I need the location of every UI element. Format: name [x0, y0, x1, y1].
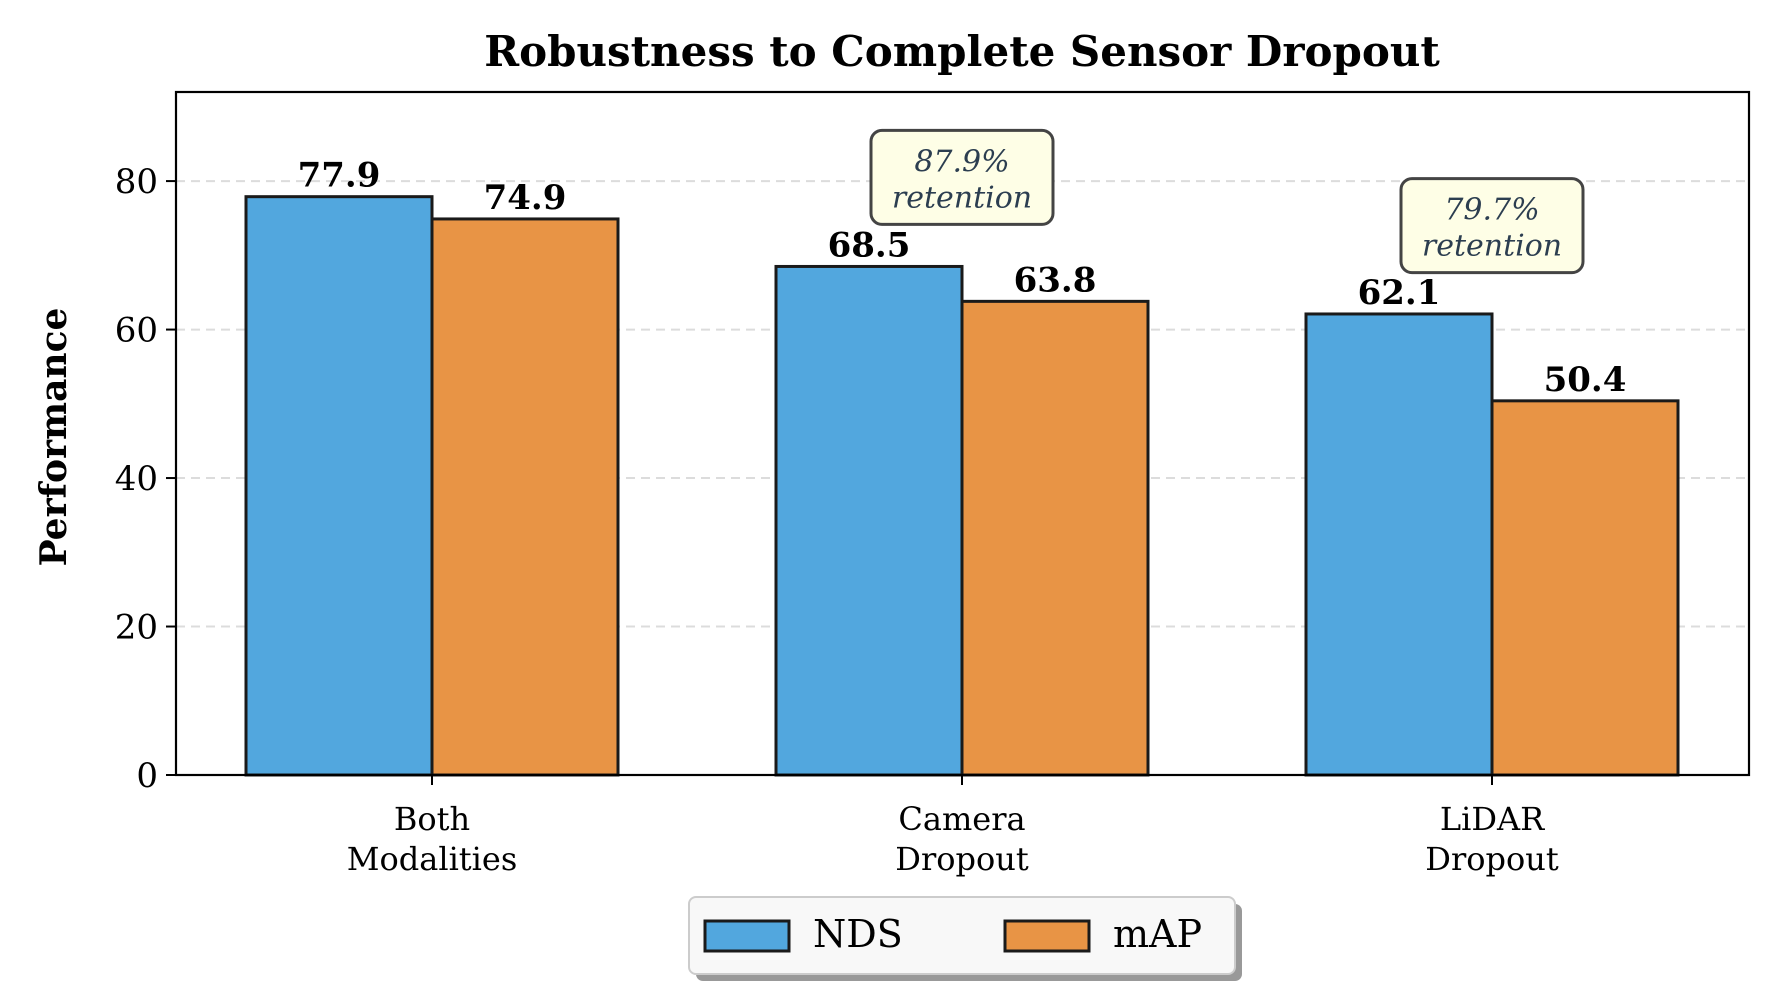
y-axis-label: Performance: [33, 308, 75, 567]
bars: [244, 195, 1680, 777]
x-tick-label: LiDAR Dropout: [1425, 800, 1559, 878]
bar-nds-0: [244, 195, 434, 777]
value-label: 63.8: [1014, 260, 1097, 300]
legend-label-nds: NDS: [813, 912, 903, 956]
legend-label-map: mAP: [1113, 912, 1202, 956]
bar-nds-1: [774, 264, 964, 777]
annotation-box: [1399, 177, 1585, 275]
annotations: 87.9% retention 79.7% retention: [869, 128, 1585, 275]
annotation-box: [869, 128, 1055, 226]
x-tick-label: Both Modalities: [347, 800, 518, 878]
y-tick-label: 20: [115, 608, 158, 648]
value-label: 62.1: [1358, 273, 1441, 313]
chart-title: Robustness to Complete Sensor Dropout: [484, 27, 1440, 76]
y-tick-label: 0: [136, 756, 158, 796]
bar-map-1: [960, 299, 1150, 777]
value-label: 50.4: [1544, 360, 1627, 400]
legend-swatch-map: [1003, 919, 1091, 953]
axes: 0 20 40 60 80 Both Modalities Camera Dropout LiDA…: [115, 162, 1559, 878]
annotation-text: 79.7% retention: [1422, 193, 1562, 264]
y-tick-label: 40: [115, 459, 158, 499]
legend-frame: [688, 896, 1236, 975]
y-tick-label: 60: [115, 311, 158, 351]
value-labels: 77.9 74.9 68.5 63.8 62.1 50.4: [298, 156, 1627, 400]
annotation-text: 87.9% retention: [892, 144, 1032, 215]
bar-map-0: [430, 217, 620, 777]
legend-swatch-nds: [703, 919, 791, 953]
y-tick-label: 80: [115, 162, 158, 202]
value-label: 74.9: [484, 178, 567, 218]
bar-map-2: [1490, 399, 1680, 777]
x-tick-label: Camera Dropout: [895, 800, 1029, 878]
bar-nds-2: [1304, 312, 1494, 777]
value-label: 68.5: [828, 225, 911, 265]
value-label: 77.9: [298, 156, 381, 196]
legend: NDS mAP: [688, 896, 1242, 981]
